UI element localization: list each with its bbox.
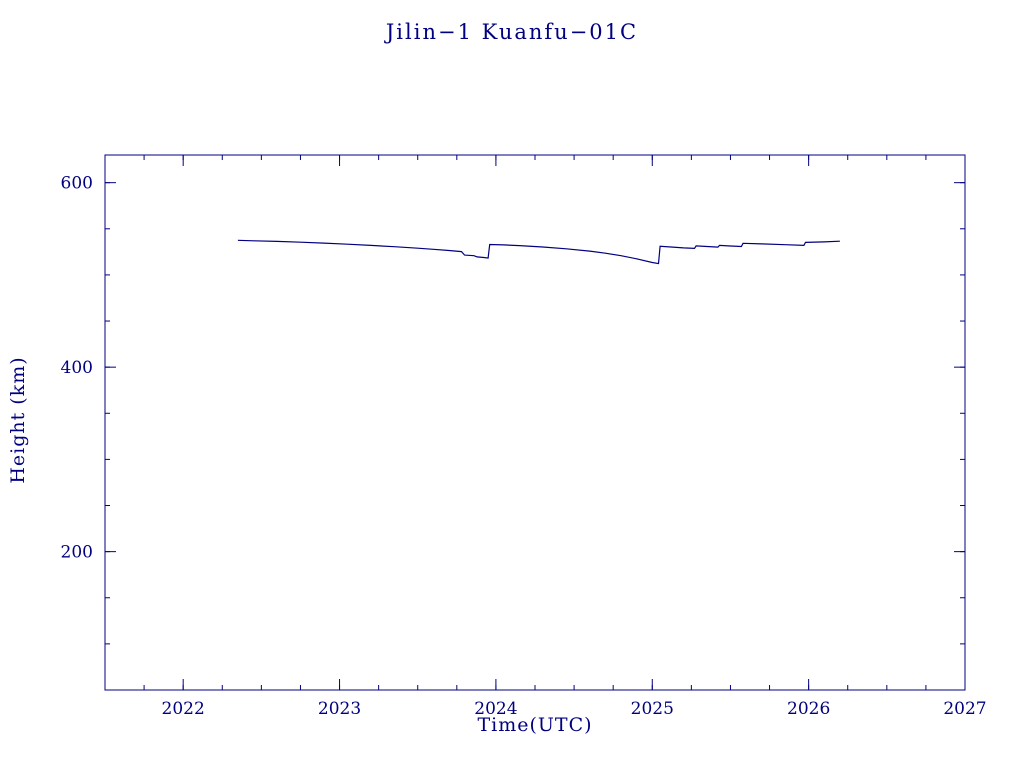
y-tick-label: 600	[61, 174, 93, 194]
x-tick-label: 2025	[631, 699, 674, 719]
chart-title: Jilin−1 Kuanfu−01C	[385, 20, 639, 44]
x-tick-label: 2026	[787, 699, 830, 719]
y-tick-label: 200	[61, 543, 93, 563]
x-tick-label: 2022	[162, 699, 205, 719]
x-tick-label: 2023	[318, 699, 361, 719]
x-tick-label: 2024	[474, 699, 517, 719]
y-tick-label: 400	[61, 358, 93, 378]
x-axis-label: Time(UTC)	[477, 714, 593, 736]
height-data-line	[237, 239, 840, 265]
plot-frame	[104, 154, 966, 691]
x-tick-label: 2027	[943, 699, 986, 719]
